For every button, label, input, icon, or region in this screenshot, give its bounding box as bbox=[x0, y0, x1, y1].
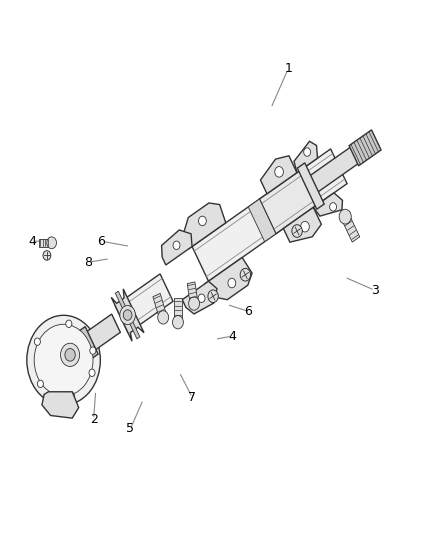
Circle shape bbox=[173, 316, 184, 329]
Circle shape bbox=[275, 167, 283, 177]
Circle shape bbox=[47, 237, 57, 249]
Circle shape bbox=[240, 269, 251, 281]
Circle shape bbox=[208, 290, 218, 303]
Circle shape bbox=[292, 225, 302, 237]
Circle shape bbox=[66, 320, 72, 327]
Text: 7: 7 bbox=[188, 391, 196, 404]
Polygon shape bbox=[261, 156, 297, 194]
Polygon shape bbox=[182, 281, 217, 314]
Polygon shape bbox=[183, 203, 226, 249]
Text: 4: 4 bbox=[228, 329, 236, 343]
Circle shape bbox=[123, 310, 132, 320]
Circle shape bbox=[120, 305, 135, 325]
Circle shape bbox=[43, 251, 51, 260]
Circle shape bbox=[90, 347, 96, 354]
Circle shape bbox=[304, 148, 311, 156]
Polygon shape bbox=[259, 167, 321, 234]
Circle shape bbox=[339, 209, 351, 224]
Polygon shape bbox=[111, 289, 144, 341]
Circle shape bbox=[34, 324, 93, 396]
Polygon shape bbox=[297, 163, 324, 209]
Text: 5: 5 bbox=[126, 423, 134, 435]
Polygon shape bbox=[313, 193, 343, 216]
Polygon shape bbox=[248, 199, 276, 241]
Polygon shape bbox=[192, 149, 347, 281]
Polygon shape bbox=[283, 207, 321, 242]
Circle shape bbox=[34, 338, 40, 345]
Text: 8: 8 bbox=[85, 256, 92, 269]
Polygon shape bbox=[187, 282, 198, 304]
Polygon shape bbox=[349, 130, 381, 166]
Circle shape bbox=[158, 311, 169, 324]
Text: 1: 1 bbox=[284, 62, 292, 75]
Circle shape bbox=[173, 241, 180, 249]
Polygon shape bbox=[342, 214, 360, 242]
Polygon shape bbox=[294, 141, 318, 173]
Polygon shape bbox=[153, 294, 167, 319]
Polygon shape bbox=[80, 327, 98, 358]
Text: 6: 6 bbox=[97, 235, 105, 248]
Circle shape bbox=[198, 216, 206, 225]
Polygon shape bbox=[309, 142, 365, 193]
Polygon shape bbox=[162, 230, 192, 265]
Circle shape bbox=[60, 343, 80, 367]
Text: 2: 2 bbox=[90, 413, 98, 426]
Circle shape bbox=[27, 316, 100, 405]
Text: 6: 6 bbox=[244, 305, 252, 318]
Polygon shape bbox=[39, 239, 52, 247]
Polygon shape bbox=[80, 314, 120, 355]
Text: 3: 3 bbox=[371, 284, 378, 297]
Circle shape bbox=[300, 221, 309, 232]
Circle shape bbox=[68, 392, 74, 399]
Circle shape bbox=[89, 369, 95, 376]
Circle shape bbox=[65, 349, 75, 361]
Polygon shape bbox=[174, 298, 182, 322]
Polygon shape bbox=[115, 291, 140, 339]
Polygon shape bbox=[42, 392, 79, 418]
Text: 4: 4 bbox=[28, 235, 36, 248]
Circle shape bbox=[228, 278, 236, 288]
Circle shape bbox=[330, 203, 336, 211]
Polygon shape bbox=[115, 274, 173, 333]
Circle shape bbox=[37, 380, 43, 387]
Circle shape bbox=[189, 297, 200, 310]
Circle shape bbox=[198, 294, 205, 303]
Polygon shape bbox=[205, 257, 252, 300]
